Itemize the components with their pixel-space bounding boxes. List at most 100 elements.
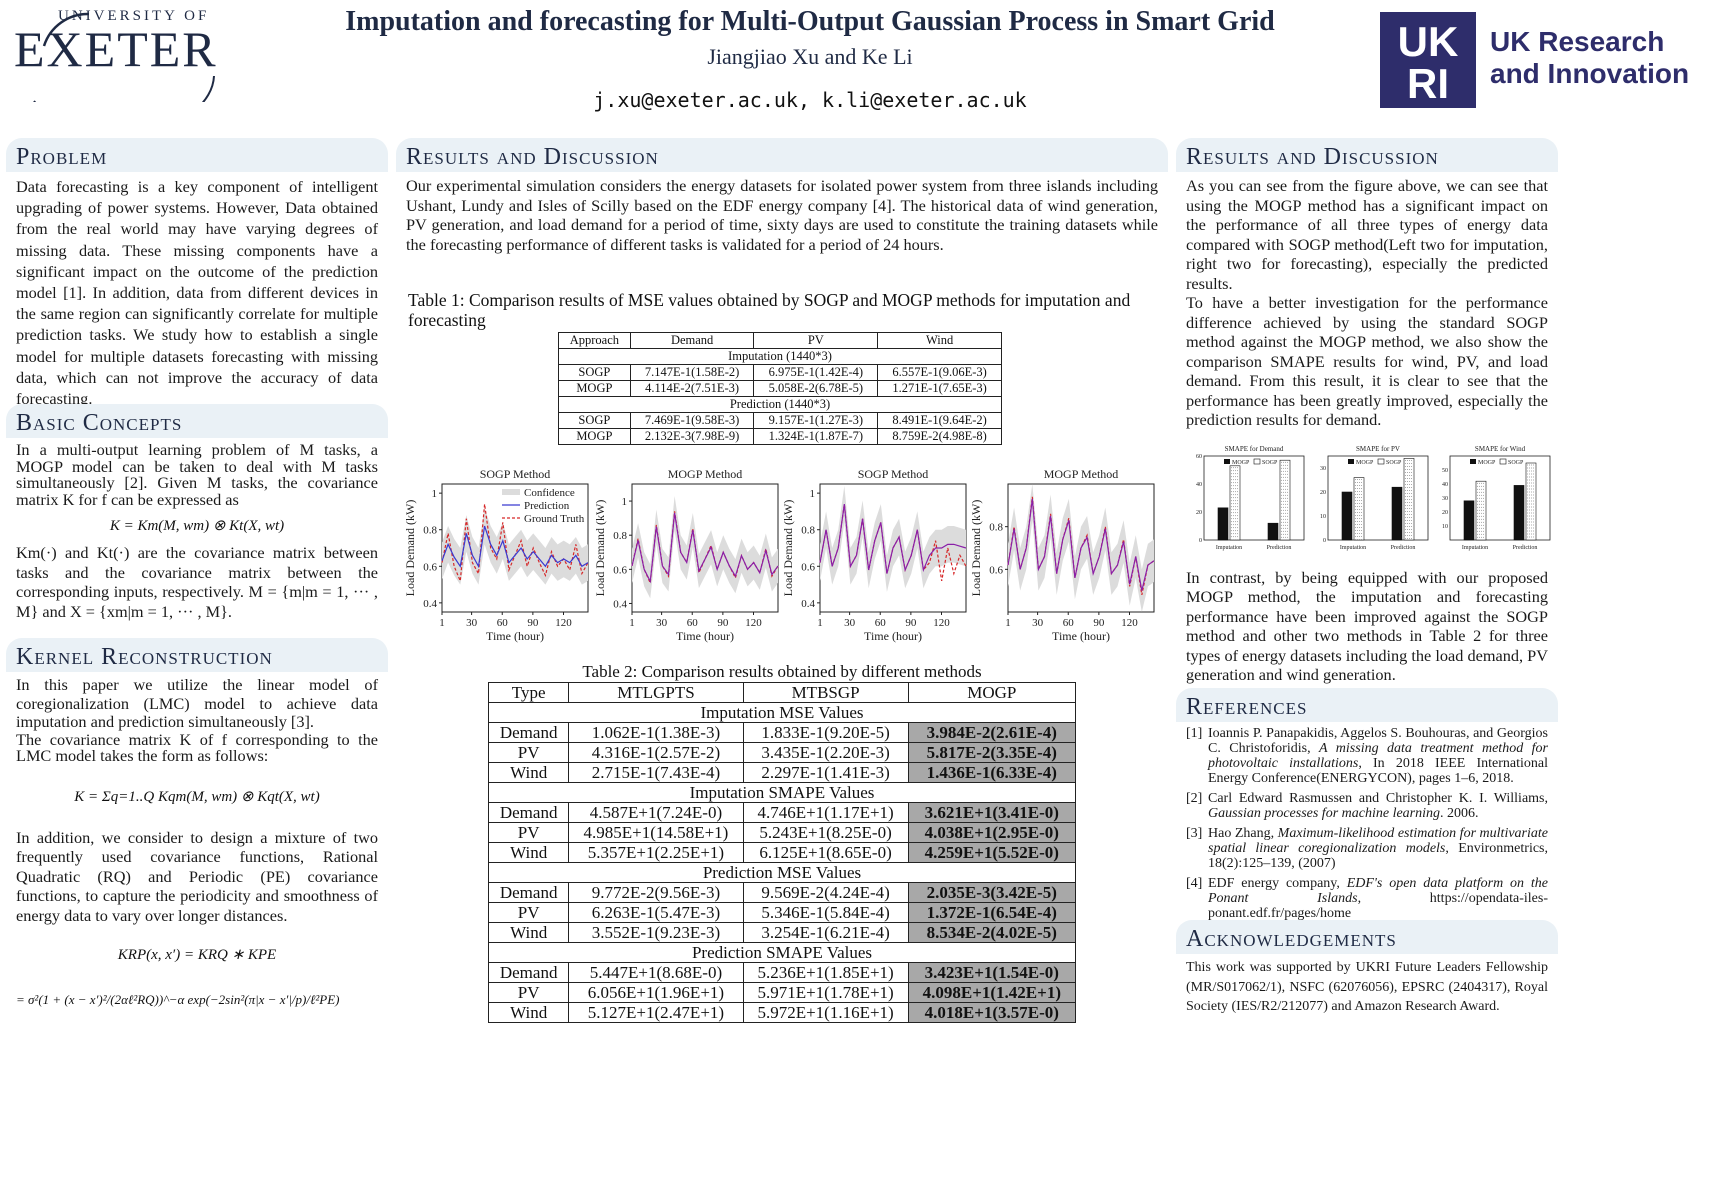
- table2-cell: Demand: [487, 882, 570, 903]
- table2-cell: 5.243E+1(8.25E-0): [742, 822, 909, 843]
- reference-details: . 2006.: [1440, 806, 1479, 821]
- bar-y-tick-label: 40: [1196, 482, 1202, 488]
- ground-truth-line: [1007, 496, 1155, 596]
- x-tick-label: 120: [933, 617, 950, 629]
- poster-emails: j.xu@exeter.ac.uk, k.li@exeter.ac.uk: [593, 88, 1027, 112]
- acknowledgements-text: This work was supported by UKRI Future L…: [1186, 960, 1548, 1014]
- table1-header-cell: Approach: [558, 332, 631, 349]
- results-right-text-3: In contrast, by being equipped with our …: [1186, 567, 1548, 685]
- legend-swatch-sogp: [1377, 458, 1385, 464]
- table2-cell: 1.436E-1(6.33E-4): [907, 762, 1077, 783]
- table2-cell: 3.435E-1(2.20E-3): [742, 742, 909, 763]
- table1-cell: 7.469E-1(9.58E-3): [629, 412, 755, 429]
- y-axis-label: Load Demand (kW): [594, 500, 607, 597]
- table1: Approach Demand PV Wind Imputation (1440*3) S…: [558, 332, 1002, 445]
- chart-title: MOGP Method: [668, 467, 743, 481]
- reference-text: Carl Edward Rasmussen and Christopher K.…: [1208, 791, 1548, 821]
- table1-cell: 1.324E-1(1.87E-7): [753, 428, 879, 445]
- y-tick-label: 1: [432, 488, 438, 500]
- x-tick-label: 30: [844, 617, 856, 629]
- table2-cell: 1.372E-1(6.54E-4): [907, 902, 1077, 923]
- legend-label: Prediction: [524, 500, 570, 512]
- table2-cell: Demand: [487, 722, 570, 743]
- table1-cell: MOGP: [558, 428, 631, 445]
- table2-header-cell: MTBSGP: [742, 682, 909, 703]
- table1-cell: 7.147E-1(1.58E-2): [629, 364, 755, 381]
- y-tick-label: 0.6: [801, 561, 815, 573]
- results-right-heading: Results and Discussion: [1186, 144, 1439, 170]
- ground-truth-line: [819, 504, 967, 582]
- bar-sogp: [1353, 476, 1365, 540]
- table2-cell: Demand: [487, 802, 570, 823]
- bar-mogp: [1341, 491, 1353, 540]
- bar-chart-title: SMAPE for Wind: [1475, 445, 1526, 453]
- table1-header-cell: PV: [753, 332, 879, 349]
- legend-label: Ground Truth: [524, 513, 585, 525]
- y-axis-label: Load Demand (kW): [970, 500, 983, 597]
- table1-header-cell: Wind: [877, 332, 1002, 349]
- acknowledgements-heading: Acknowledgements: [1186, 926, 1397, 952]
- table2-row: PV 4.985E+1(14.58E+1) 5.243E+1(8.25E-0) 4.0…: [487, 822, 1077, 843]
- y-tick-label: 0.8: [613, 530, 627, 542]
- reference-title: Gaussian processes for machine learning: [1208, 806, 1441, 821]
- legend-swatch-mogp: [1224, 458, 1230, 464]
- results-text: Our experimental simulation considers th…: [406, 176, 1158, 254]
- results-right-text-1: As you can see from the figure above, we…: [1186, 176, 1548, 293]
- table2-row: Wind 2.715E-1(7.43E-4) 2.297E-1(1.41E-3) 1.…: [487, 762, 1077, 783]
- table2-cell: 4.259E+1(5.52E-0): [907, 842, 1077, 863]
- y-tick-label: 0.8: [423, 525, 437, 537]
- ukri-wordmark: UK Research and Innovation: [1490, 26, 1689, 90]
- table2-cell: 5.971E+1(1.78E+1): [742, 982, 909, 1003]
- kernel-text-3: In addition, we consider to design a mix…: [16, 827, 378, 925]
- kernel-equation-expanded: = σ²(1 + (x − x′)²/(2αℓ²RQ))^−α exp(−2si…: [16, 992, 340, 1007]
- bar-category-label: Prediction: [1513, 545, 1538, 551]
- table1-row: SOGP 7.469E-1(9.58E-3) 9.157E-1(1.27E-3) 8.…: [558, 412, 1002, 429]
- references-heading: References: [1186, 694, 1308, 720]
- bar-sogp: [1475, 480, 1487, 540]
- svg-text:UK: UK: [1398, 18, 1459, 65]
- bar-sogp: [1279, 459, 1291, 540]
- reference-text: Ioannis P. Panapakidis, Aggelos S. Bouho…: [1208, 726, 1548, 786]
- basic-concepts-equation: K = Km(M, wm) ⊗ Kt(X, wt): [109, 518, 285, 534]
- reference-authors: EDF energy company,: [1208, 876, 1347, 891]
- table2-cell: 4.038E+1(2.95E-0): [907, 822, 1077, 843]
- bar-y-tick-label: 0: [1323, 538, 1326, 544]
- table1-cell: 5.058E-2(6.78E-5): [753, 380, 879, 397]
- prediction-line: [631, 512, 779, 584]
- table1-cell: 6.557E-1(9.06E-3): [877, 364, 1002, 381]
- table1-cell: SOGP: [558, 364, 631, 381]
- table2-cell: 9.772E-2(9.56E-3): [568, 882, 744, 903]
- kernel-equation-lmc: K = Σq=1..Q Kqm(M, wm) ⊗ Kqt(X, wt): [74, 788, 320, 805]
- university-of-label: UNIVERSITY OF: [58, 8, 210, 24]
- chart-title: SOGP Method: [858, 467, 929, 481]
- x-tick-label: 1: [817, 617, 823, 629]
- table2-cell: 3.552E-1(9.23E-3): [568, 922, 744, 943]
- table1-cell: MOGP: [558, 380, 631, 397]
- table2-cell: 5.357E+1(2.25E+1): [568, 842, 744, 863]
- bar-mogp: [1391, 486, 1403, 540]
- legend-swatch-mogp: [1470, 458, 1476, 464]
- x-tick-label: 30: [1032, 617, 1044, 629]
- x-tick-label: 120: [555, 617, 572, 629]
- table1-group-title: Imputation (1440*3): [558, 348, 1002, 365]
- table1-header-cell: Demand: [629, 332, 755, 349]
- table2-cell: 4.098E+1(1.42E+1): [907, 982, 1077, 1003]
- bar-legend-label: SOGP: [1262, 460, 1278, 466]
- table1-group-row: Prediction (1440*3): [558, 396, 1002, 413]
- table1-cell: 4.114E-2(7.51E-3): [629, 380, 755, 397]
- y-axis-label: Load Demand (kW): [404, 500, 417, 597]
- bar-legend-label: MOGP: [1478, 460, 1496, 466]
- table2-header-cell: MOGP: [907, 682, 1077, 703]
- exeter-wordmark: EXETER: [14, 21, 218, 77]
- bar-y-tick-label: 20: [1442, 510, 1448, 516]
- reference-details: , Environmetrics, 18(2):125–139, (2007): [1208, 841, 1549, 871]
- line-chart-sogp-prediction: SOGP Method 1 30 60 90 120 1 0.8 0.6 0.4 Time (hou…: [781, 466, 972, 650]
- y-tick-label: 0.6: [423, 561, 437, 573]
- bar-legend-label: SOGP: [1508, 460, 1524, 466]
- y-tick-label: 0.4: [801, 598, 815, 610]
- x-tick-label: 90: [527, 617, 539, 629]
- bar-chart-title: SMAPE for PV: [1356, 445, 1400, 453]
- table2-cell: 4.587E+1(7.24E-0): [568, 802, 744, 823]
- references-list: [1] Ioannis P. Panapakidis, Aggelos S. Bo…: [1186, 726, 1548, 921]
- x-axis-label: Time (hour): [676, 629, 734, 643]
